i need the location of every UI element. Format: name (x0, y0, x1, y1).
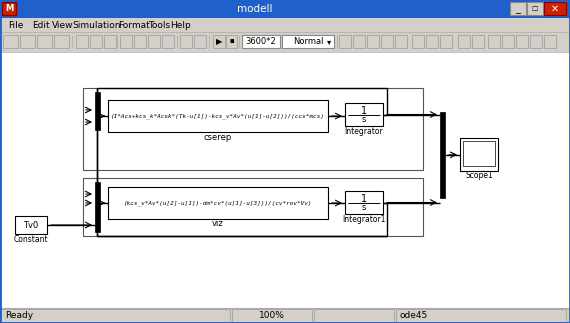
Bar (15, 216, 47, 234)
Text: cserep: cserep (204, 132, 232, 141)
Bar (148, 35, 160, 48)
Text: ode45: ode45 (400, 311, 428, 320)
Bar (0, 18, 570, 32)
Bar (544, 2, 566, 15)
Bar (104, 35, 116, 48)
Bar (108, 187, 328, 219)
Bar (134, 35, 146, 48)
Bar (194, 35, 206, 48)
Bar (95, 182, 100, 232)
Bar (472, 35, 484, 48)
Text: Normal: Normal (293, 37, 324, 46)
Bar (530, 35, 542, 48)
Text: Format: Format (118, 20, 150, 29)
Bar (180, 35, 192, 48)
Text: (kcs_v*Av*(u[2]-u[1])-dm*cv*(u[1]-u[3]))/(cv*rov*Vv): (kcs_v*Av*(u[2]-u[1])-dm*cv*(u[1]-u[3]))… (124, 200, 312, 206)
Bar (395, 35, 407, 48)
Bar (95, 92, 100, 130)
Bar (440, 112, 445, 198)
Bar (232, 309, 312, 322)
Bar (108, 100, 328, 132)
Text: viz: viz (212, 220, 224, 228)
Bar (463, 141, 495, 166)
Bar (544, 35, 556, 48)
Bar (2, 2, 16, 15)
Text: 1: 1 (361, 107, 367, 117)
Bar (460, 138, 498, 171)
Bar (83, 178, 423, 236)
Bar (510, 2, 526, 15)
Bar (314, 309, 394, 322)
Bar (381, 35, 393, 48)
Text: ☐: ☐ (532, 6, 538, 12)
Bar (339, 35, 351, 48)
Text: ▶: ▶ (216, 37, 222, 46)
Bar (0, 308, 570, 323)
Text: M: M (5, 4, 13, 13)
Text: Constant: Constant (14, 234, 48, 244)
Bar (440, 35, 452, 48)
Bar (242, 35, 280, 48)
Text: Scope1: Scope1 (465, 172, 493, 181)
Text: s: s (362, 203, 366, 212)
Bar (90, 35, 102, 48)
Text: ✕: ✕ (551, 4, 559, 14)
Bar (0, 52, 570, 310)
Bar (83, 88, 423, 170)
Bar (120, 35, 132, 48)
Text: Ready: Ready (5, 311, 33, 320)
Bar (37, 35, 52, 48)
Bar (76, 35, 88, 48)
Bar (226, 35, 237, 48)
Text: 3600*2: 3600*2 (246, 37, 276, 46)
Text: Integrator: Integrator (345, 127, 384, 136)
Bar (162, 35, 174, 48)
Bar (0, 309, 230, 322)
Bar (20, 35, 35, 48)
Bar (345, 191, 383, 214)
Text: Tools: Tools (148, 20, 170, 29)
Text: Integrator1: Integrator1 (342, 214, 386, 224)
Text: Tv0: Tv0 (23, 221, 39, 230)
Bar (54, 35, 69, 48)
Bar (0, 0, 570, 18)
Text: ◼: ◼ (229, 39, 234, 44)
Bar (426, 35, 438, 48)
Text: _: _ (515, 4, 520, 14)
Bar (412, 35, 424, 48)
Bar (396, 309, 566, 322)
Text: File: File (8, 20, 23, 29)
Text: modell: modell (237, 4, 273, 14)
Text: s: s (362, 115, 366, 124)
Text: Simulation: Simulation (72, 20, 120, 29)
Text: 100%: 100% (259, 311, 285, 320)
Bar (458, 35, 470, 48)
Text: (I*Acs+kcs_k*Acsk*(Tk-u[1])-kcs_v*Av*(u[1]-u[2]))/(ccs*mcs): (I*Acs+kcs_k*Acsk*(Tk-u[1])-kcs_v*Av*(u[… (111, 113, 325, 119)
Text: Help: Help (170, 20, 191, 29)
Bar (527, 2, 543, 15)
Bar (282, 35, 334, 48)
Bar (213, 35, 225, 48)
Bar (488, 35, 500, 48)
Text: Edit: Edit (32, 20, 50, 29)
Bar (353, 35, 365, 48)
Text: View: View (52, 20, 74, 29)
Text: 1: 1 (361, 194, 367, 204)
Bar (367, 35, 379, 48)
Bar (345, 103, 383, 126)
Bar (0, 32, 570, 52)
Bar (516, 35, 528, 48)
Bar (3, 35, 18, 48)
Text: ▾: ▾ (327, 37, 331, 46)
Bar (502, 35, 514, 48)
